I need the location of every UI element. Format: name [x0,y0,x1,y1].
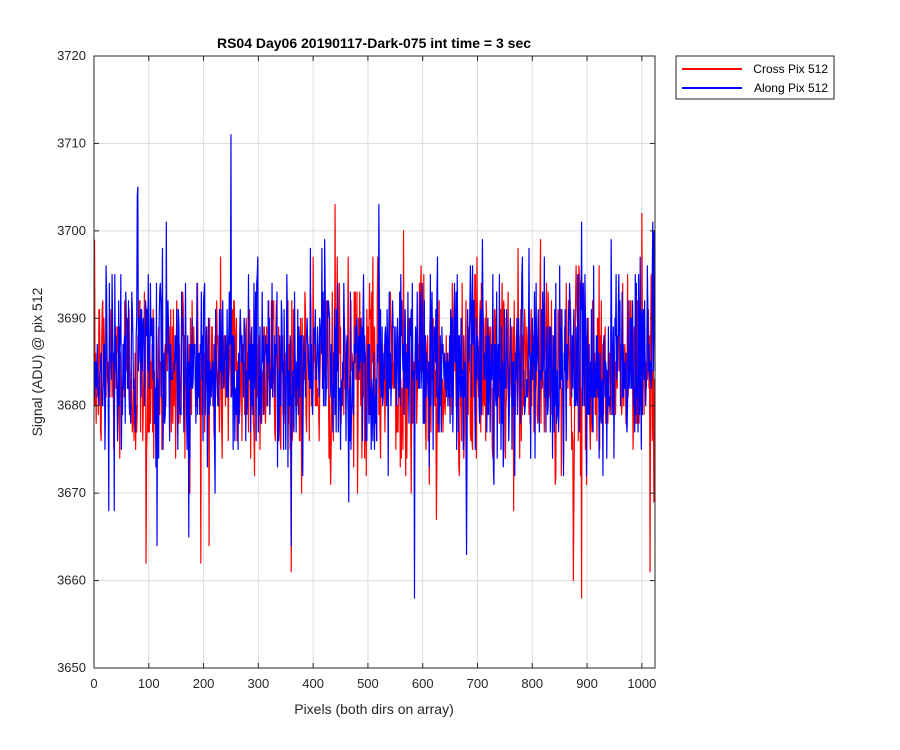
plot-frame [93,55,656,669]
legend-label-cross: Cross Pix 512 [753,62,828,76]
y-tick-label: 3650 [57,660,86,675]
ticks: 0 100 200 300 400 500 600 700 800 900 1000 3650 3660… [57,48,656,691]
x-tick-label: 1000 [627,676,656,691]
y-tick-label: 3670 [57,485,86,500]
x-tick-label: 100 [138,676,160,691]
x-tick-label: 0 [90,676,97,691]
chart-title: RS04 Day06 20190117-Dark-075 int time = … [217,35,531,51]
x-tick-label: 300 [248,676,270,691]
legend-box [675,55,835,100]
series-line-along-pix-512 [93,134,656,599]
y-tick-label: 3680 [57,398,86,413]
y-tick-label: 3690 [57,310,86,325]
x-tick-label: 600 [412,676,434,691]
x-tick-label: 200 [193,676,215,691]
x-tick-label: 800 [521,676,543,691]
y-tick-label: 3700 [57,223,86,238]
y-tick-label: 3660 [57,573,86,588]
y-tick-label: 3710 [57,135,86,150]
x-tick-label: 500 [357,676,379,691]
legend: Cross Pix 512 Along Pix 512 [675,55,835,100]
x-tick-label: 900 [576,676,598,691]
y-tick-label: 3720 [57,48,86,63]
x-axis-label: Pixels (both dirs on array) [294,701,454,717]
y-axis-label: Signal (ADU) @ pix 512 [29,287,45,436]
x-tick-label: 700 [467,676,489,691]
series-layer [93,134,656,599]
legend-label-along: Along Pix 512 [754,81,828,95]
x-tick-label: 400 [302,676,324,691]
